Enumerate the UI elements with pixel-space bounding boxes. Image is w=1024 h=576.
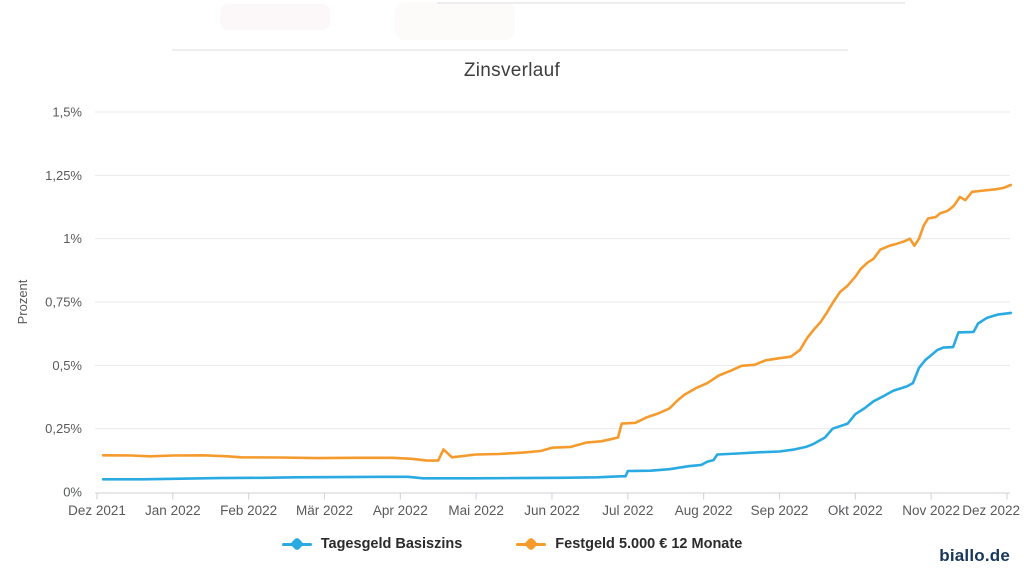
legend-label: Festgeld 5.000 € 12 Monate [555,536,743,552]
chart-canvas[interactable]: 0% 0,25% 0,5% 0,75% 1% 1,25% 1,5% Dez 2021 Jan 2… [0,95,1024,535]
y-axis-title: Prozent [15,279,30,324]
y-tick-label: 0,75% [45,295,82,310]
overlay-ghost-artifact [395,2,515,40]
line-diamond-marker-icon [281,536,312,552]
page-divider-artifact [172,49,848,51]
x-tick-label: Mai 2022 [448,503,504,518]
x-tick-label: Jun 2022 [524,503,580,518]
x-tick-label: Mär 2022 [296,503,353,518]
x-tick-label: Dez 2021 [68,503,126,518]
x-tick-label: Feb 2022 [220,503,277,518]
x-tick-label: Jan 2022 [145,503,201,518]
x-tick-label: Jul 2022 [602,503,653,518]
series-line-festgeld[interactable] [101,183,1013,462]
y-tick-label: 0,5% [52,358,82,373]
x-tick-label: Aug 2022 [675,503,733,518]
page-divider-artifact [437,2,905,4]
x-tick-label: Dez 2022 [962,503,1020,518]
line-diamond-marker-icon [516,536,547,552]
x-tick-label: Nov 2022 [902,503,960,518]
chart-legend: Tagesgeld Basiszins Festgeld 5.000 € 12 … [0,536,1024,552]
brand-watermark: biallo.de [939,546,1010,565]
x-tick-label: Apr 2022 [373,503,428,518]
overlay-ghost-artifact [220,4,330,30]
y-tick-label: 0% [63,485,82,500]
series-line-tagesgeld[interactable] [101,311,1013,481]
y-tick-label: 0,25% [45,421,82,436]
y-tick-label: 1,25% [45,168,82,183]
x-tick-label: Okt 2022 [828,503,883,518]
x-tick-label: Sep 2022 [751,503,809,518]
legend-item-festgeld[interactable]: Festgeld 5.000 € 12 Monate [516,536,742,552]
chart-title: Zinsverlauf [463,60,561,81]
legend-item-tagesgeld[interactable]: Tagesgeld Basiszins [281,536,463,552]
y-tick-label: 1% [63,231,82,246]
legend-label: Tagesgeld Basiszins [320,536,463,552]
y-tick-label: 1,5% [52,105,82,120]
